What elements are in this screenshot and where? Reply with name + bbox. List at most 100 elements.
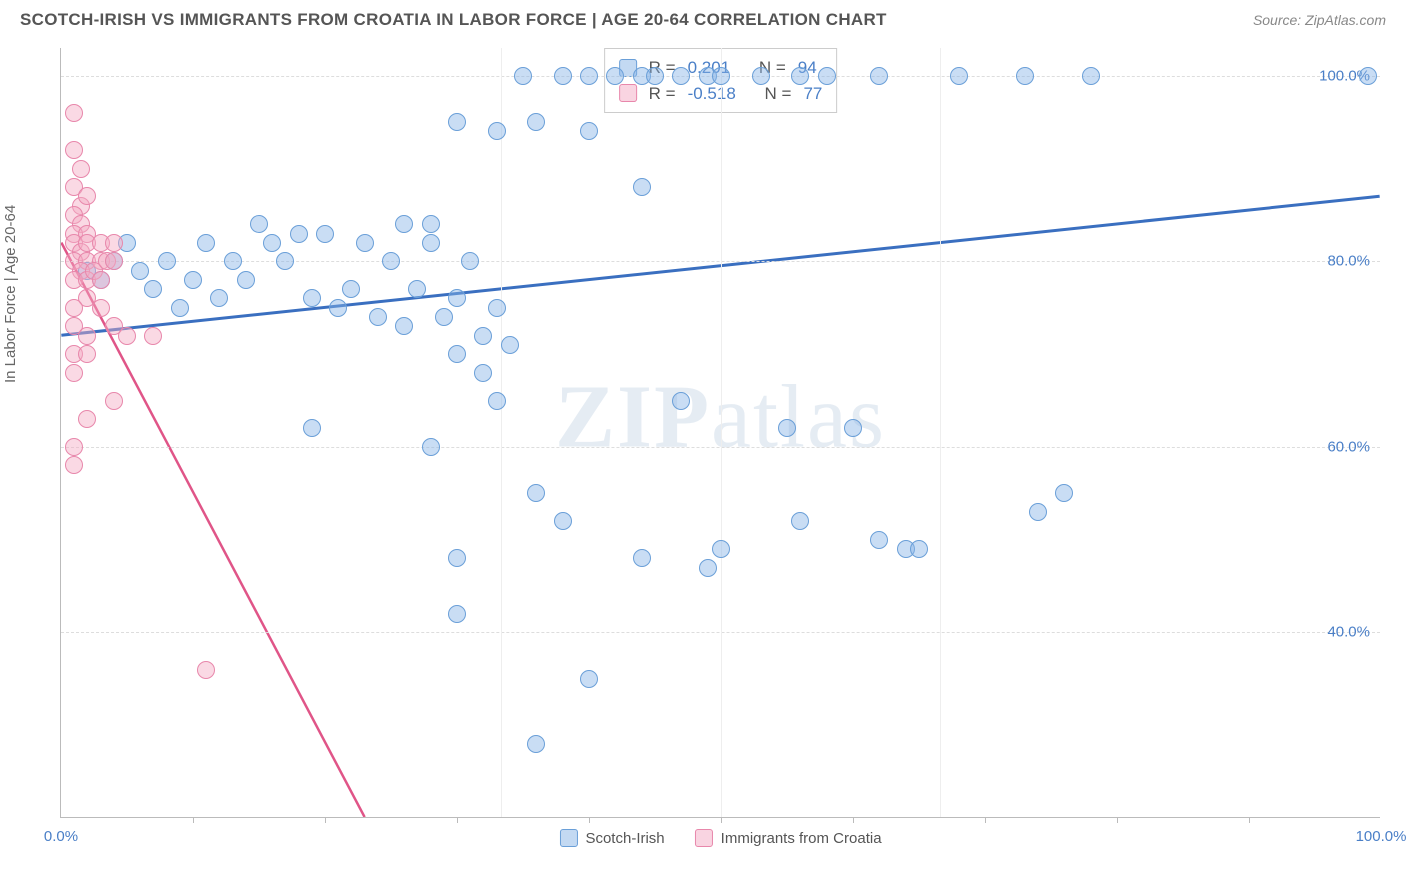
x-tick-label: 0.0%: [44, 828, 78, 845]
scatter-point-pink: [78, 410, 96, 428]
scatter-point-pink: [105, 252, 123, 270]
scatter-point-blue: [488, 299, 506, 317]
scatter-point-blue: [554, 67, 572, 85]
scatter-point-pink: [65, 104, 83, 122]
scatter-point-pink: [144, 327, 162, 345]
scatter-point-blue: [263, 234, 281, 252]
scatter-point-blue: [580, 122, 598, 140]
scatter-point-pink: [72, 160, 90, 178]
scatter-point-pink: [65, 141, 83, 159]
scatter-point-blue: [356, 234, 374, 252]
scatter-point-blue: [422, 215, 440, 233]
scatter-point-blue: [474, 327, 492, 345]
legend-label-1: Scotch-Irish: [585, 830, 664, 847]
scatter-point-blue: [422, 438, 440, 456]
scatter-point-pink: [92, 271, 110, 289]
scatter-point-blue: [369, 308, 387, 326]
scatter-point-pink: [92, 299, 110, 317]
x-tick-mark: [193, 817, 194, 823]
y-tick-label: 40.0%: [1327, 624, 1370, 641]
scatter-point-blue: [606, 67, 624, 85]
n-label-2: N =: [765, 81, 792, 107]
legend-item-1: Scotch-Irish: [559, 829, 664, 847]
scatter-point-blue: [554, 512, 572, 530]
scatter-point-blue: [1082, 67, 1100, 85]
scatter-point-blue: [435, 308, 453, 326]
scatter-point-blue: [171, 299, 189, 317]
scatter-point-pink: [197, 661, 215, 679]
scatter-point-pink: [118, 327, 136, 345]
scatter-point-blue: [197, 234, 215, 252]
r-value-2: -0.518: [688, 81, 736, 107]
swatch-pink-icon: [695, 829, 713, 847]
scatter-point-blue: [276, 252, 294, 270]
scatter-point-blue: [1016, 67, 1034, 85]
scatter-point-blue: [316, 225, 334, 243]
scatter-point-blue: [224, 252, 242, 270]
scatter-point-blue: [488, 122, 506, 140]
x-tick-mark: [589, 817, 590, 823]
scatter-point-blue: [144, 280, 162, 298]
scatter-point-blue: [342, 280, 360, 298]
plot-area: ZIPatlas R = 0.201 N = 94 R = -0.518 N =…: [60, 48, 1380, 818]
x-tick-mark: [457, 817, 458, 823]
chart-container: In Labor Force | Age 20-64 ZIPatlas R = …: [20, 38, 1386, 858]
scatter-point-pink: [65, 299, 83, 317]
scatter-point-pink: [65, 438, 83, 456]
scatter-point-blue: [712, 67, 730, 85]
scatter-point-blue: [448, 289, 466, 307]
scatter-point-blue: [448, 113, 466, 131]
scatter-point-blue: [474, 364, 492, 382]
scatter-point-blue: [448, 345, 466, 363]
x-tick-mark: [1117, 817, 1118, 823]
scatter-point-blue: [950, 67, 968, 85]
x-tick-mark: [853, 817, 854, 823]
scatter-point-blue: [461, 252, 479, 270]
scatter-point-blue: [870, 67, 888, 85]
scatter-point-blue: [791, 67, 809, 85]
scatter-point-pink: [105, 392, 123, 410]
scatter-point-blue: [395, 317, 413, 335]
y-axis-label: In Labor Force | Age 20-64: [2, 205, 19, 383]
scatter-point-blue: [778, 419, 796, 437]
source-label: Source: ZipAtlas.com: [1253, 12, 1386, 28]
scatter-point-blue: [422, 234, 440, 252]
scatter-point-blue: [303, 419, 321, 437]
scatter-point-blue: [527, 113, 545, 131]
scatter-point-blue: [501, 336, 519, 354]
scatter-point-blue: [408, 280, 426, 298]
scatter-point-blue: [382, 252, 400, 270]
scatter-point-pink: [65, 456, 83, 474]
y-tick-label: 80.0%: [1327, 253, 1370, 270]
scatter-point-blue: [131, 262, 149, 280]
x-tick-mark: [721, 817, 722, 823]
x-tick-mark: [325, 817, 326, 823]
legend-bottom: Scotch-Irish Immigrants from Croatia: [559, 829, 881, 847]
scatter-point-blue: [237, 271, 255, 289]
scatter-point-blue: [527, 484, 545, 502]
scatter-point-pink: [78, 187, 96, 205]
gridline-v: [940, 48, 941, 817]
scatter-point-pink: [78, 327, 96, 345]
scatter-point-pink: [65, 364, 83, 382]
scatter-point-blue: [633, 549, 651, 567]
scatter-point-blue: [633, 178, 651, 196]
scatter-point-blue: [672, 67, 690, 85]
x-tick-mark: [1249, 817, 1250, 823]
scatter-point-blue: [290, 225, 308, 243]
header: SCOTCH-IRISH VS IMMIGRANTS FROM CROATIA …: [0, 0, 1406, 38]
scatter-point-blue: [1359, 67, 1377, 85]
scatter-point-blue: [580, 670, 598, 688]
swatch-blue-icon: [559, 829, 577, 847]
x-tick-mark: [985, 817, 986, 823]
n-value-2: 77: [803, 81, 822, 107]
scatter-point-blue: [752, 67, 770, 85]
y-tick-label: 60.0%: [1327, 438, 1370, 455]
scatter-point-blue: [1055, 484, 1073, 502]
gridline-v: [501, 48, 502, 817]
scatter-point-blue: [158, 252, 176, 270]
scatter-point-blue: [395, 215, 413, 233]
scatter-point-blue: [448, 605, 466, 623]
gridline-v: [721, 48, 722, 817]
scatter-point-pink: [78, 345, 96, 363]
